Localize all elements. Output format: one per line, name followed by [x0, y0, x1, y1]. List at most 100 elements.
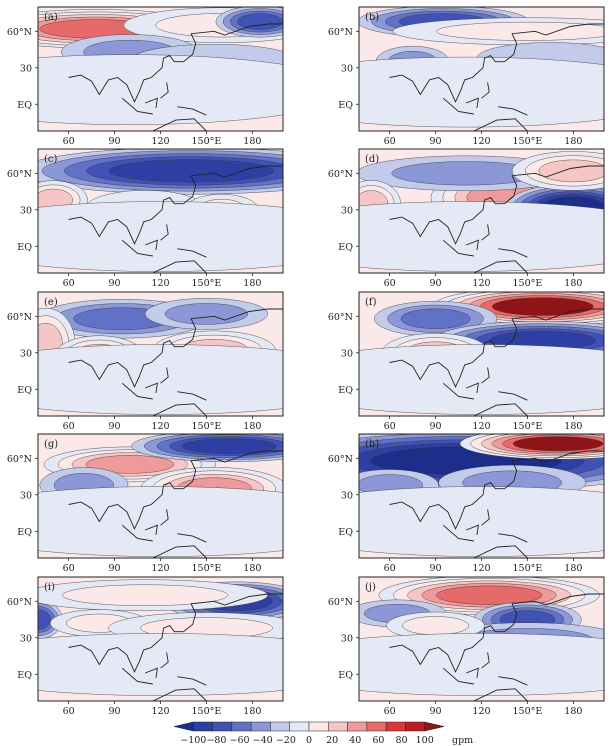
panel-label: (j): [365, 582, 376, 593]
panel-label: (g): [44, 439, 58, 450]
lon-tick-label: 180: [564, 136, 582, 147]
colorbar-swatch: [328, 721, 348, 732]
lon-tick-label: 180: [564, 278, 582, 289]
lat-tick-label: EQ: [17, 100, 32, 111]
lat-tick-label: 30: [20, 348, 32, 359]
anomaly-field: [359, 7, 604, 128]
lon-tick-label: 60: [384, 136, 396, 147]
colorbar-swatch: [193, 721, 213, 732]
lon-tick-label: 90: [109, 136, 121, 147]
lon-tick-label: 90: [430, 706, 442, 717]
colorbar-tick-label: 0: [306, 735, 312, 746]
anomaly-field: [38, 149, 283, 272]
lat-tick-label: 60°N: [7, 169, 32, 180]
colorbar-swatch: [270, 721, 290, 732]
coastlines: [389, 308, 604, 416]
coastlines: [389, 23, 604, 131]
panel: (e) 60 90 120 150°E 180 60°N 30 EQ: [7, 291, 284, 432]
panel: (f) 60 90 120 150°E 180 60°N 30 EQ: [328, 291, 605, 432]
colorbar-swatch: [250, 721, 271, 732]
lon-tick-label: 90: [109, 421, 121, 432]
anomaly-field: [38, 579, 283, 696]
lon-tick-label: 90: [430, 421, 442, 432]
lat-tick-label: 60°N: [328, 27, 353, 38]
lon-tick-label: 120: [151, 421, 169, 432]
lon-tick-label: 60: [63, 421, 75, 432]
lat-tick-label: EQ: [17, 527, 32, 538]
colorbar-tick-label: −20: [276, 735, 296, 746]
lat-tick-label: EQ: [17, 385, 32, 396]
lon-tick-label: 150°E: [513, 563, 543, 574]
lat-tick-label: 30: [341, 348, 353, 359]
lon-tick-label: 60: [63, 706, 75, 717]
lat-tick-label: 30: [20, 205, 32, 216]
lon-tick-label: 60: [384, 421, 396, 432]
lon-tick-label: 150°E: [513, 706, 543, 717]
lat-tick-label: 60°N: [328, 454, 353, 465]
panel-label: (b): [365, 12, 379, 23]
panel: (j) 60 90 120 150°E 180 60°N 30 EQ: [328, 576, 605, 717]
coastlines: [389, 450, 604, 558]
panel: (i) 60 90 120 150°E 180 60°N 30 EQ: [7, 576, 284, 717]
panel-label: (h): [365, 439, 379, 450]
lon-tick-label: 180: [243, 706, 261, 717]
colorbar-tick-label: −60: [230, 735, 250, 746]
lon-tick-label: 180: [243, 278, 261, 289]
anomaly-center: [215, 7, 283, 38]
anomaly-center: [511, 151, 604, 191]
colorbar-tick-label: −40: [253, 735, 273, 746]
anomaly-center: [38, 344, 283, 415]
panel: (g) 60 90 120 150°E 180 60°N 30 EQ: [7, 433, 284, 574]
panel-label: (a): [44, 12, 58, 23]
lat-tick-label: 30: [20, 633, 32, 644]
colorbar-tick-label: 80: [396, 735, 408, 746]
anomaly-center: [38, 579, 268, 612]
anomaly-field: [359, 434, 604, 557]
lon-tick-label: 90: [109, 563, 121, 574]
anomaly-center: [38, 54, 283, 125]
lon-tick-label: 180: [243, 421, 261, 432]
lon-tick-label: 120: [151, 563, 169, 574]
lat-tick-label: 30: [341, 63, 353, 74]
coastlines: [389, 593, 604, 701]
lat-tick-label: 60°N: [328, 312, 353, 323]
anomaly-center: [38, 633, 283, 696]
colorbar-swatch: [308, 721, 329, 732]
colorbar-swatch: [231, 721, 252, 732]
lon-tick-label: 90: [430, 563, 442, 574]
coastlines: [68, 165, 283, 273]
anomaly-center: [38, 149, 283, 195]
anomaly-center: [359, 486, 604, 557]
colorbar-unit: gpm: [452, 735, 473, 746]
colorbar-swatch: [289, 721, 310, 732]
lat-tick-label: 60°N: [328, 169, 353, 180]
lon-tick-label: 150°E: [192, 136, 222, 147]
colorbar-swatch: [347, 721, 368, 732]
lon-tick-label: 180: [564, 421, 582, 432]
lon-tick-label: 150°E: [513, 421, 543, 432]
lat-tick-label: EQ: [338, 670, 353, 681]
lon-tick-label: 120: [472, 563, 490, 574]
anomaly-field: [38, 434, 283, 557]
panel: (b) 60 90 120 150°E 180 60°N 30 EQ: [328, 6, 605, 147]
coastlines: [68, 308, 283, 416]
lon-tick-label: 180: [564, 706, 582, 717]
anomaly-center: [359, 633, 604, 696]
lat-tick-label: 30: [20, 63, 32, 74]
anomaly-center: [359, 344, 604, 415]
lon-tick-label: 120: [151, 706, 169, 717]
anomaly-field: [38, 7, 283, 125]
colorbar-swatch: [385, 721, 406, 732]
lon-tick-label: 150°E: [513, 136, 543, 147]
lon-tick-label: 180: [564, 563, 582, 574]
lon-tick-label: 180: [243, 563, 261, 574]
colorbar-tick-label: −80: [206, 735, 226, 746]
lon-tick-label: 60: [384, 706, 396, 717]
lat-tick-label: 60°N: [7, 454, 32, 465]
colorbar-swatch: [366, 721, 387, 732]
anomaly-center: [144, 298, 268, 330]
panel-label: (f): [365, 297, 377, 308]
coastlines: [68, 450, 283, 558]
panel: (h) 60 90 120 150°E 180 60°N 30 EQ: [328, 433, 605, 574]
